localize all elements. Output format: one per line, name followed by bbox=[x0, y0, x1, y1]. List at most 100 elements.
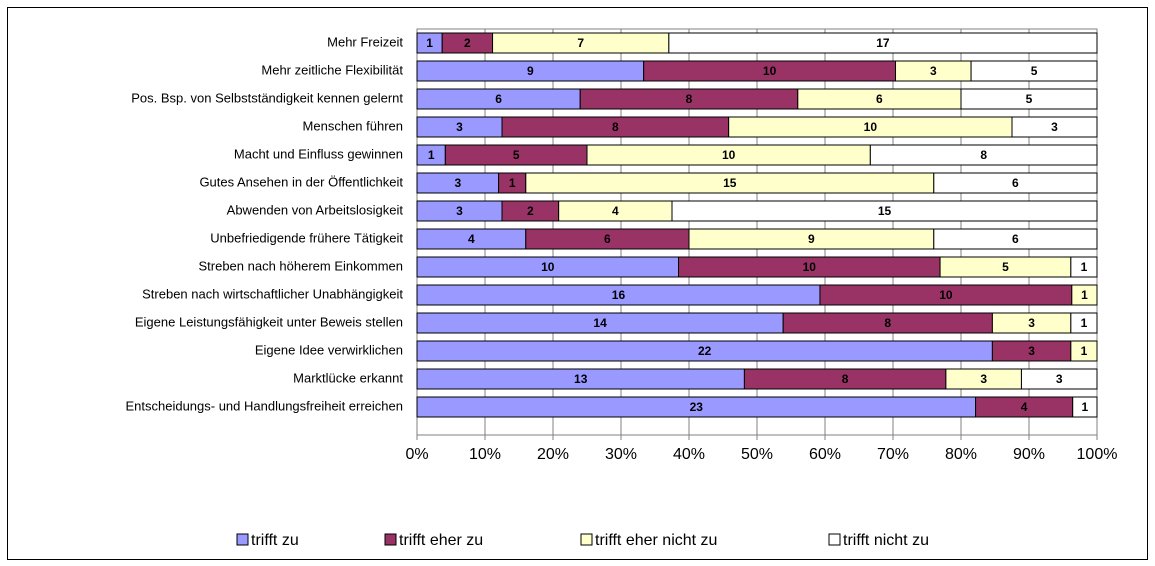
y-tick-label: Eigene Leistungsfähigkeit unter Beweis s… bbox=[135, 314, 403, 329]
value-label: 10 bbox=[763, 64, 777, 78]
value-label: 4 bbox=[612, 204, 619, 218]
value-label: 15 bbox=[878, 204, 892, 218]
value-label: 1 bbox=[1081, 260, 1088, 274]
value-label: 22 bbox=[698, 344, 712, 358]
value-label: 3 bbox=[980, 372, 987, 386]
legend-label: trifft eher nicht zu bbox=[595, 532, 717, 549]
y-tick-label: Pos. Bsp. von Selbstständigkeit kennen g… bbox=[131, 90, 403, 105]
bar-segment bbox=[1071, 284, 1098, 306]
value-label: 10 bbox=[864, 120, 878, 134]
bar-segment bbox=[960, 88, 1098, 110]
value-label: 3 bbox=[456, 120, 463, 134]
bar-segment bbox=[1072, 396, 1098, 418]
legend-swatch bbox=[580, 533, 593, 546]
value-label: 6 bbox=[604, 232, 611, 246]
bar-segment bbox=[933, 172, 1098, 194]
y-tick-label: Mehr zeitliche Flexibilität bbox=[261, 62, 403, 77]
value-label: 8 bbox=[884, 316, 891, 330]
x-tick-label: 80% bbox=[945, 446, 977, 463]
value-label: 10 bbox=[803, 260, 817, 274]
bar-segment bbox=[1020, 368, 1098, 390]
value-label: 1 bbox=[1081, 288, 1088, 302]
y-tick-label: Gutes Ansehen in der Öffentlichkeit bbox=[199, 174, 403, 189]
y-tick-label: Unbefriedigende frühere Tätigkeit bbox=[210, 230, 403, 245]
value-label: 1 bbox=[1081, 316, 1088, 330]
y-tick-label: Abwenden von Arbeitslosigkeit bbox=[227, 202, 404, 217]
value-label: 8 bbox=[686, 92, 693, 106]
x-tick-label: 10% bbox=[469, 446, 501, 463]
legend-label: trifft eher zu bbox=[399, 532, 483, 549]
bar-segment bbox=[668, 32, 1098, 54]
x-tick-label: 100% bbox=[1077, 446, 1118, 463]
value-label: 6 bbox=[495, 92, 502, 106]
y-tick-label: Mehr Freizeit bbox=[327, 34, 403, 49]
value-label: 14 bbox=[593, 316, 607, 330]
bar-segment bbox=[970, 60, 1098, 82]
value-label: 8 bbox=[842, 372, 849, 386]
y-tick-label: Eigene Idee verwirklichen bbox=[255, 342, 403, 357]
value-label: 10 bbox=[541, 260, 555, 274]
value-label: 1 bbox=[509, 176, 516, 190]
value-label: 1 bbox=[1082, 400, 1089, 414]
value-label: 1 bbox=[428, 148, 435, 162]
value-label: 9 bbox=[808, 232, 815, 246]
bar-segment bbox=[1070, 340, 1098, 362]
value-label: 3 bbox=[456, 204, 463, 218]
value-label: 3 bbox=[454, 176, 461, 190]
legend-swatch bbox=[828, 533, 841, 546]
value-label: 5 bbox=[1026, 92, 1033, 106]
x-tick-label: 0% bbox=[405, 446, 428, 463]
value-label: 6 bbox=[1012, 176, 1019, 190]
value-label: 2 bbox=[464, 36, 471, 50]
value-label: 3 bbox=[1056, 372, 1063, 386]
value-label: 17 bbox=[876, 36, 890, 50]
value-label: 16 bbox=[612, 288, 626, 302]
value-label: 13 bbox=[574, 372, 588, 386]
bar-segment bbox=[671, 200, 1098, 222]
value-label: 5 bbox=[1002, 260, 1009, 274]
legend-swatch bbox=[384, 533, 397, 546]
value-label: 8 bbox=[980, 148, 987, 162]
legend-label: trifft nicht zu bbox=[843, 532, 929, 549]
value-label: 8 bbox=[612, 120, 619, 134]
value-label: 3 bbox=[1028, 344, 1035, 358]
value-label: 6 bbox=[1012, 232, 1019, 246]
legend-swatch bbox=[236, 533, 249, 546]
bar-segment bbox=[1070, 312, 1098, 334]
y-tick-label: Streben nach wirtschaftlicher Unabhängig… bbox=[142, 286, 403, 301]
value-label: 5 bbox=[1031, 64, 1038, 78]
value-label: 1 bbox=[1081, 344, 1088, 358]
x-tick-label: 30% bbox=[605, 446, 637, 463]
y-tick-label: Marktlücke erkannt bbox=[293, 370, 403, 385]
y-tick-label: Entscheidungs- und Handlungsfreiheit err… bbox=[125, 398, 403, 413]
x-tick-label: 60% bbox=[809, 446, 841, 463]
value-label: 3 bbox=[1028, 316, 1035, 330]
value-label: 4 bbox=[468, 232, 475, 246]
value-label: 3 bbox=[1051, 120, 1058, 134]
bar-segment bbox=[1070, 256, 1098, 278]
bar-segment bbox=[869, 144, 1098, 166]
value-label: 10 bbox=[722, 148, 736, 162]
value-label: 15 bbox=[723, 176, 737, 190]
y-tick-label: Menschen führen bbox=[303, 118, 403, 133]
legend-label: trifft zu bbox=[251, 532, 299, 549]
value-label: 5 bbox=[513, 148, 520, 162]
value-label: 4 bbox=[1021, 400, 1028, 414]
x-tick-label: 90% bbox=[1013, 446, 1045, 463]
x-tick-label: 70% bbox=[877, 446, 909, 463]
value-label: 2 bbox=[527, 204, 534, 218]
value-label: 3 bbox=[930, 64, 937, 78]
value-label: 1 bbox=[426, 36, 433, 50]
value-label: 10 bbox=[939, 288, 953, 302]
value-label: 7 bbox=[577, 36, 584, 50]
x-tick-label: 20% bbox=[537, 446, 569, 463]
value-label: 6 bbox=[876, 92, 883, 106]
bar-segment bbox=[933, 228, 1098, 250]
bar-segment bbox=[1011, 116, 1098, 138]
value-label: 23 bbox=[690, 400, 704, 414]
y-tick-label: Streben nach höherem Einkommen bbox=[198, 258, 403, 273]
x-tick-label: 40% bbox=[673, 446, 705, 463]
x-tick-label: 50% bbox=[741, 446, 773, 463]
value-label: 9 bbox=[527, 64, 534, 78]
